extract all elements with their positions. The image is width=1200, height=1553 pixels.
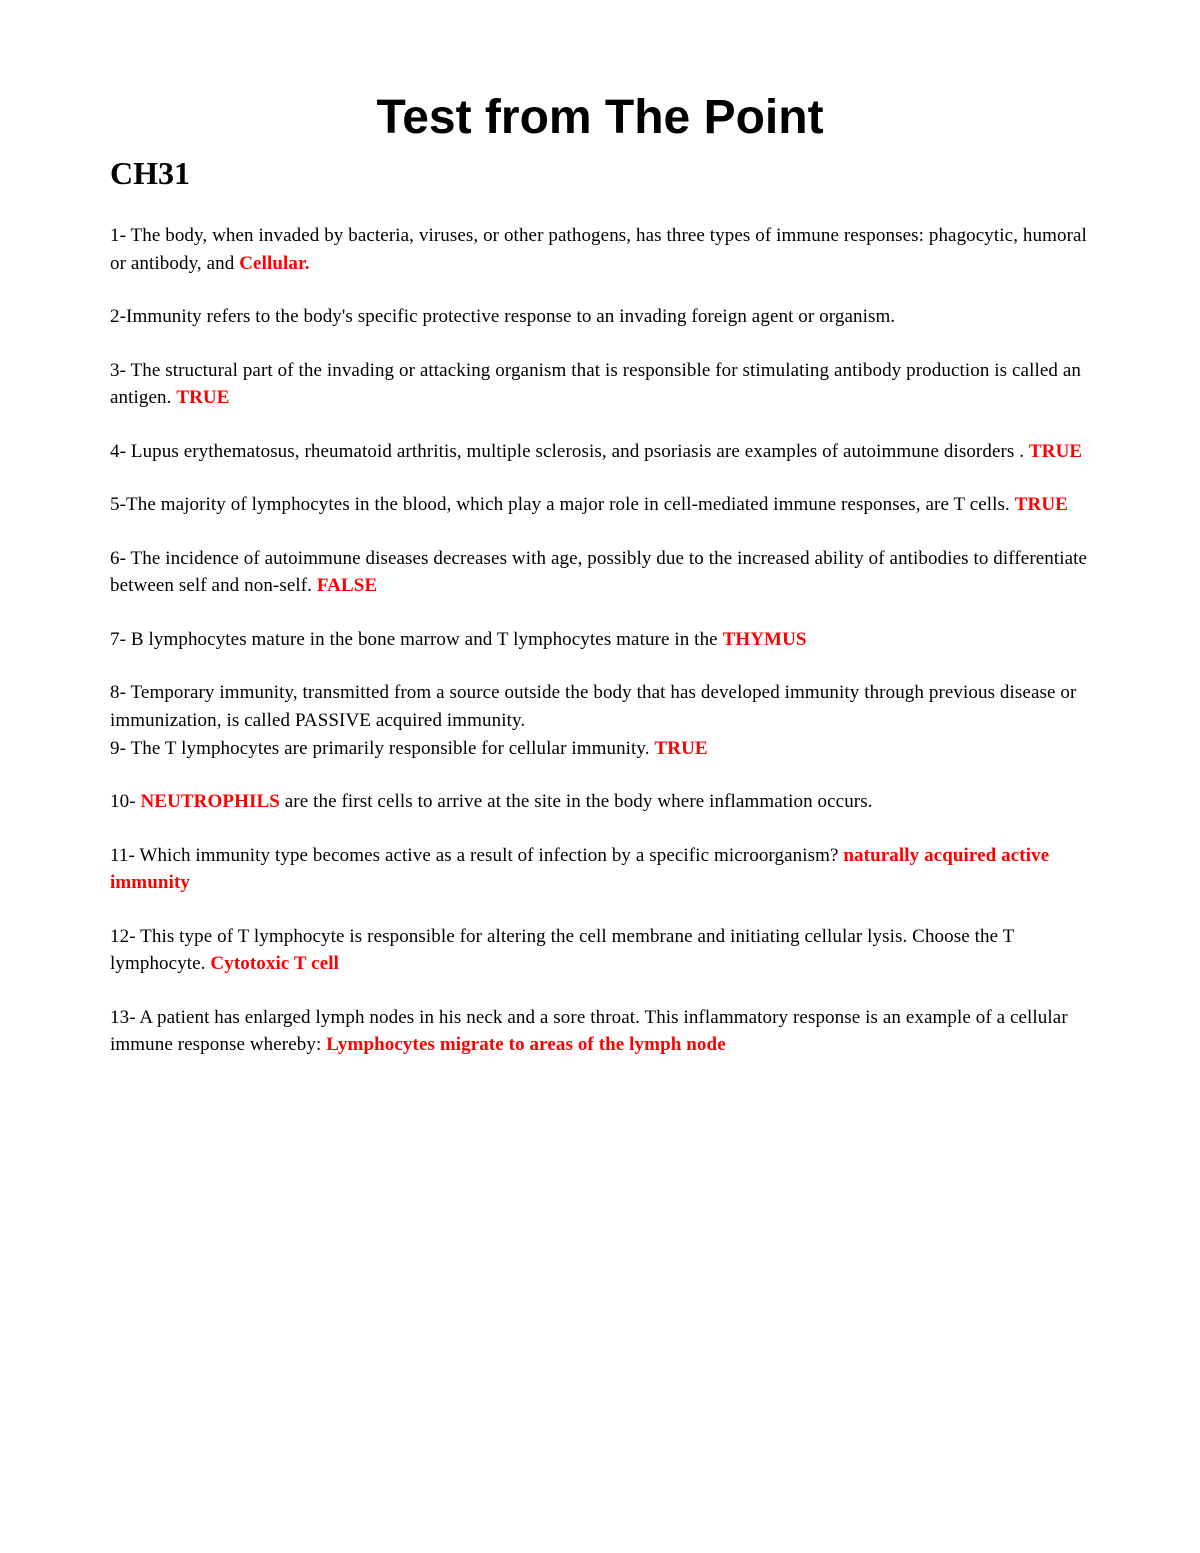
question-text: 5-The majority of lymphocytes in the blo… xyxy=(110,494,1015,515)
answer-text: Cellular. xyxy=(239,253,309,274)
document-page: Test from The Point CH31 1- The body, wh… xyxy=(0,0,1200,1553)
answer-text: Cytotoxic T cell xyxy=(210,953,339,974)
question-text: 8- Temporary immunity, transmitted from … xyxy=(110,682,1076,731)
question-item: 5-The majority of lymphocytes in the blo… xyxy=(110,491,1090,519)
answer-text: THYMUS xyxy=(723,629,807,650)
chapter-heading: CH31 xyxy=(110,155,1090,192)
answer-text: NEUTROPHILS xyxy=(140,791,279,812)
answer-text: Lymphocytes migrate to areas of the lymp… xyxy=(326,1034,726,1055)
question-text: 7- B lymphocytes mature in the bone marr… xyxy=(110,629,723,650)
page-title: Test from The Point xyxy=(110,90,1090,145)
answer-text: TRUE xyxy=(655,738,708,759)
question-item: 10- NEUTROPHILS are the first cells to a… xyxy=(110,788,1090,816)
question-item: 1- The body, when invaded by bacteria, v… xyxy=(110,222,1090,277)
question-item: 13- A patient has enlarged lymph nodes i… xyxy=(110,1004,1090,1059)
question-item: 12- This type of T lymphocyte is respons… xyxy=(110,923,1090,978)
question-item: 8- Temporary immunity, transmitted from … xyxy=(110,679,1090,734)
question-item: 9- The T lymphocytes are primarily respo… xyxy=(110,735,1090,763)
question-list: 1- The body, when invaded by bacteria, v… xyxy=(110,222,1090,1059)
question-text: 4- Lupus erythematosus, rheumatoid arthr… xyxy=(110,441,1029,462)
answer-text: TRUE xyxy=(1029,441,1082,462)
question-text: 9- The T lymphocytes are primarily respo… xyxy=(110,738,655,759)
question-item: 11- Which immunity type becomes active a… xyxy=(110,842,1090,897)
answer-text: TRUE xyxy=(176,387,229,408)
question-item: 2-Immunity refers to the body's specific… xyxy=(110,303,1090,331)
answer-text: FALSE xyxy=(317,575,377,596)
question-item: 3- The structural part of the invading o… xyxy=(110,357,1090,412)
question-text: 6- The incidence of autoimmune diseases … xyxy=(110,548,1087,597)
question-text: 11- Which immunity type becomes active a… xyxy=(110,845,843,866)
answer-text: TRUE xyxy=(1015,494,1068,515)
question-text: 10- xyxy=(110,791,140,812)
question-text-post: are the first cells to arrive at the sit… xyxy=(280,791,873,812)
question-item: 6- The incidence of autoimmune diseases … xyxy=(110,545,1090,600)
question-text: 2-Immunity refers to the body's specific… xyxy=(110,306,895,327)
question-text: 3- The structural part of the invading o… xyxy=(110,360,1081,409)
question-item: 4- Lupus erythematosus, rheumatoid arthr… xyxy=(110,438,1090,466)
question-item: 7- B lymphocytes mature in the bone marr… xyxy=(110,626,1090,654)
